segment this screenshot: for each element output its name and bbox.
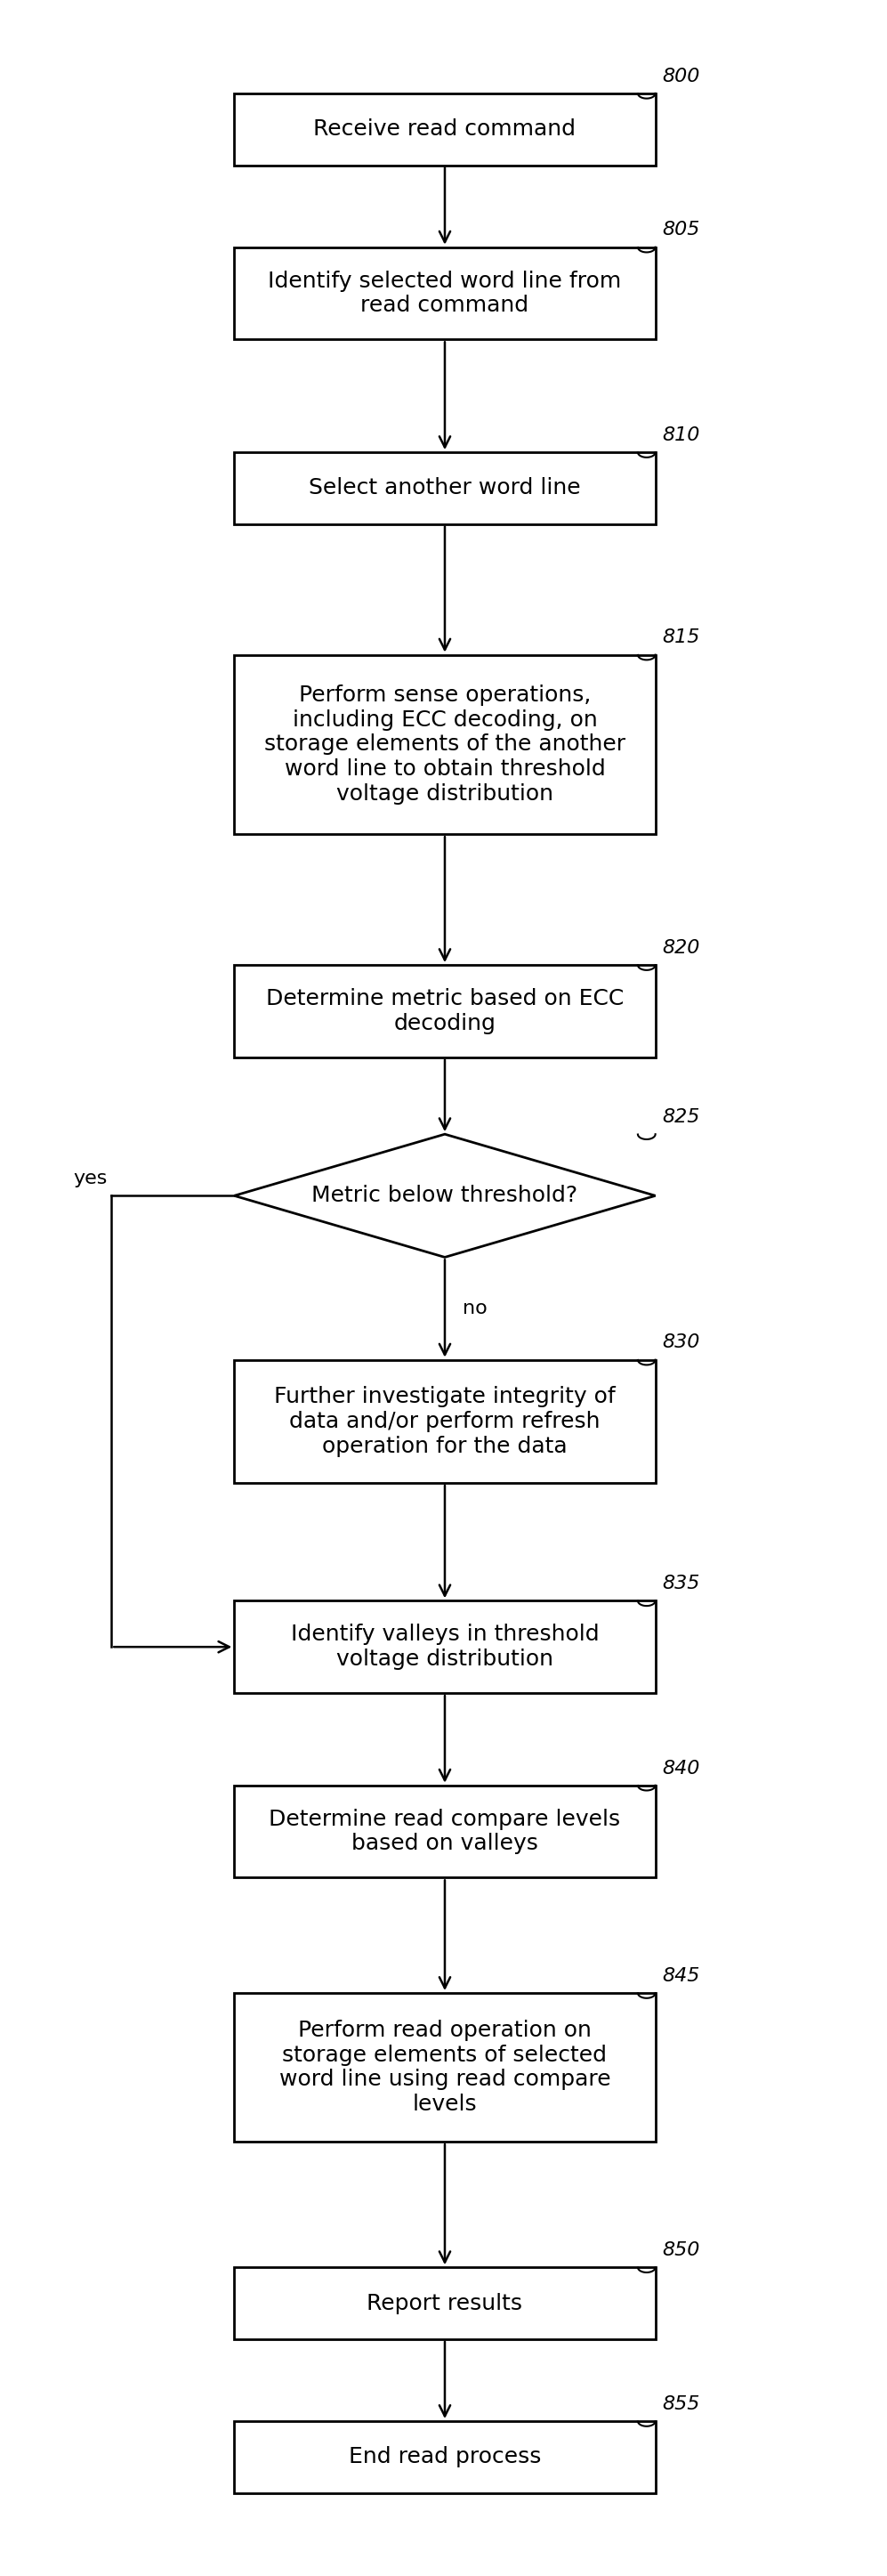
Text: Receive read command: Receive read command (314, 118, 576, 139)
Text: 805: 805 (663, 222, 700, 240)
Text: 830: 830 (663, 1334, 700, 1352)
Polygon shape (234, 1133, 655, 1257)
Text: 845: 845 (663, 1968, 700, 1984)
Bar (234, 1360, 655, 1484)
Text: Select another word line: Select another word line (309, 477, 581, 500)
Text: 815: 815 (663, 629, 700, 647)
Text: Perform sense operations,
including ECC decoding, on
storage elements of the ano: Perform sense operations, including ECC … (264, 685, 625, 804)
Text: End read process: End read process (349, 2447, 541, 2468)
Text: 855: 855 (663, 2396, 700, 2414)
Text: 850: 850 (663, 2241, 700, 2259)
Text: Determine read compare levels
based on valleys: Determine read compare levels based on v… (269, 1808, 621, 1855)
Text: no: no (462, 1301, 487, 1316)
Text: 800: 800 (663, 67, 700, 85)
Text: 825: 825 (663, 1108, 700, 1126)
Bar (234, 654, 655, 835)
Text: 820: 820 (663, 940, 700, 956)
Bar (234, 453, 655, 523)
Text: Further investigate integrity of
data and/or perform refresh
operation for the d: Further investigate integrity of data an… (274, 1386, 616, 1458)
Bar (234, 247, 655, 340)
Bar (234, 93, 655, 165)
Text: 840: 840 (663, 1759, 700, 1777)
Bar (234, 966, 655, 1056)
Bar (234, 1785, 655, 1878)
Bar (234, 1600, 655, 1692)
Bar (234, 1994, 655, 2141)
Text: Perform read operation on
storage elements of selected
word line using read comp: Perform read operation on storage elemen… (279, 2020, 610, 2115)
Text: 835: 835 (663, 1574, 700, 1592)
Text: yes: yes (73, 1170, 107, 1188)
Text: Determine metric based on ECC
decoding: Determine metric based on ECC decoding (266, 989, 624, 1033)
Text: Identify valleys in threshold
voltage distribution: Identify valleys in threshold voltage di… (291, 1623, 599, 1669)
Text: Metric below threshold?: Metric below threshold? (311, 1185, 577, 1206)
Bar (234, 2267, 655, 2339)
Text: Identify selected word line from
read command: Identify selected word line from read co… (268, 270, 622, 317)
Bar (234, 2421, 655, 2494)
Text: 810: 810 (663, 425, 700, 443)
Text: Report results: Report results (367, 2293, 522, 2313)
